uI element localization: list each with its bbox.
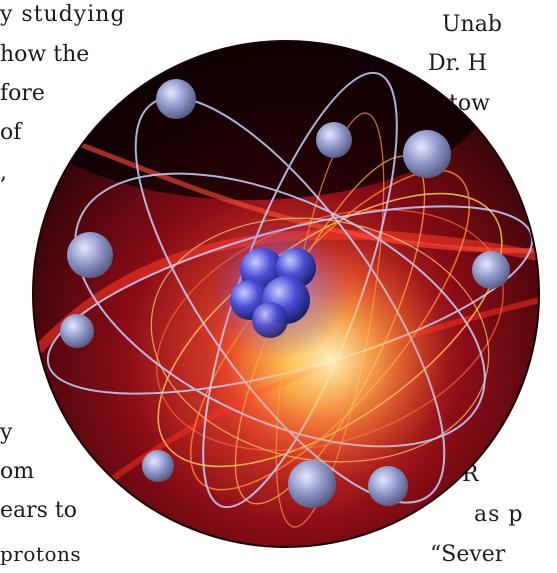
body-text-left-line-4: of — [0, 120, 22, 145]
body-text-right-line-6: as p — [474, 502, 524, 527]
electrons — [60, 79, 510, 508]
body-text-right-line-7: “Sever — [430, 542, 506, 567]
body-text-left-line-6: y — [0, 420, 13, 445]
body-text-left-line-5: , — [0, 160, 7, 185]
nucleus — [230, 248, 316, 338]
body-text-left-line-9: protons — [0, 542, 82, 566]
body-text-right-line-2: Dr. H — [428, 51, 487, 76]
body-text-left-line-8: ears to — [0, 498, 78, 523]
body-text-right-line-1: Unab — [442, 12, 502, 37]
body-text-left-line-3: fore — [0, 81, 45, 106]
body-text-left-line-2: how the — [0, 42, 90, 67]
body-text-left-line-1: y studying — [0, 2, 126, 27]
body-text-left-line-7: om — [0, 459, 35, 484]
